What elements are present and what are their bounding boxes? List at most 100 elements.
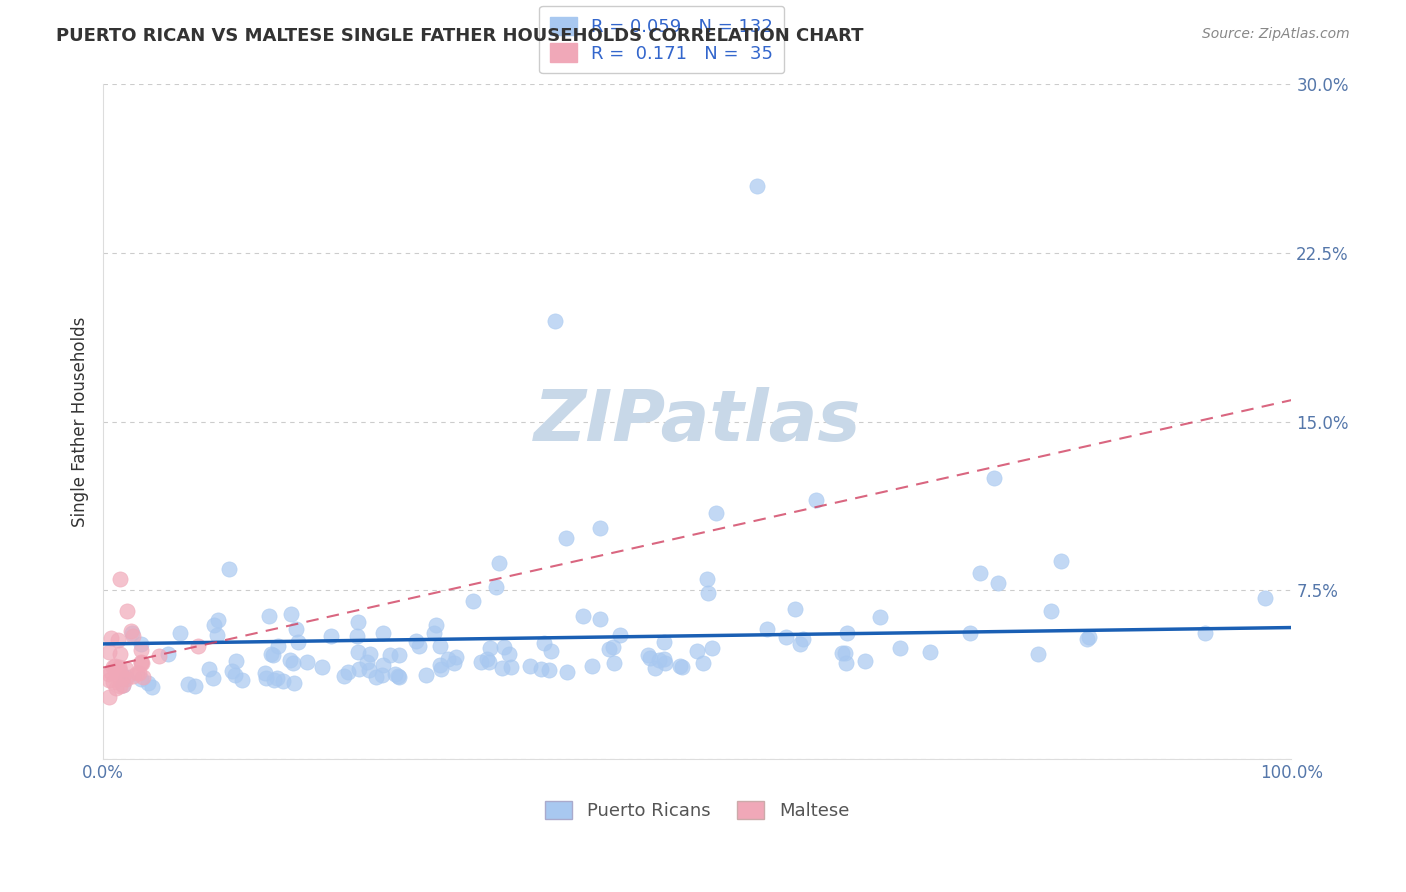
Point <box>644 660 666 674</box>
Point <box>654 657 676 671</box>
Point <box>122 669 145 683</box>
Point <box>388 669 411 683</box>
Point <box>285 622 308 636</box>
Point <box>373 658 395 673</box>
Point <box>346 644 368 658</box>
Point <box>283 675 305 690</box>
Point <box>148 649 170 664</box>
Point <box>589 520 612 534</box>
Point <box>983 471 1005 485</box>
Point <box>581 659 603 673</box>
Text: PUERTO RICAN VS MALTESE SINGLE FATHER HOUSEHOLDS CORRELATION CHART: PUERTO RICAN VS MALTESE SINGLE FATHER HO… <box>56 27 863 45</box>
Point <box>224 668 246 682</box>
Point <box>371 668 394 682</box>
Point <box>669 659 692 673</box>
Point <box>132 670 155 684</box>
Point <box>696 585 718 599</box>
Point <box>804 493 827 508</box>
Point <box>262 648 284 663</box>
Point <box>540 644 562 658</box>
Point <box>129 656 152 670</box>
Point <box>295 655 318 669</box>
Point <box>371 625 394 640</box>
Point <box>1076 632 1098 647</box>
Point <box>1050 554 1073 568</box>
Point <box>1078 631 1101 645</box>
Point <box>103 659 125 673</box>
Point <box>110 572 132 586</box>
Point <box>652 634 675 648</box>
Point <box>775 630 797 644</box>
Point <box>792 632 814 647</box>
Point <box>685 644 707 658</box>
Point <box>475 652 498 666</box>
Point <box>197 662 219 676</box>
Point <box>704 506 727 520</box>
Point <box>425 618 447 632</box>
Point <box>187 639 209 653</box>
Point <box>98 645 121 659</box>
Point <box>337 665 360 680</box>
Point <box>112 678 135 692</box>
Point <box>207 613 229 627</box>
Point <box>263 673 285 687</box>
Point <box>696 572 718 586</box>
Point <box>128 665 150 680</box>
Text: Source: ZipAtlas.com: Source: ZipAtlas.com <box>1202 27 1350 41</box>
Point <box>231 673 253 687</box>
Point <box>519 659 541 673</box>
Point <box>267 640 290 654</box>
Point <box>492 640 515 654</box>
Point <box>853 655 876 669</box>
Point <box>218 562 240 576</box>
Point <box>105 665 128 679</box>
Point <box>755 622 778 636</box>
Point <box>530 662 553 676</box>
Point <box>111 670 134 684</box>
Point <box>107 662 129 676</box>
Point <box>478 641 501 656</box>
Point <box>127 666 149 681</box>
Point <box>115 671 138 685</box>
Point <box>321 629 343 643</box>
Point <box>141 680 163 694</box>
Point <box>572 609 595 624</box>
Point <box>415 668 437 682</box>
Point <box>100 665 122 679</box>
Point <box>287 635 309 649</box>
Point <box>429 657 451 672</box>
Point <box>470 656 492 670</box>
Point <box>598 642 620 657</box>
Point <box>356 655 378 669</box>
Point <box>537 663 560 677</box>
Point <box>491 661 513 675</box>
Point <box>254 666 277 681</box>
Point <box>436 652 458 666</box>
Point <box>359 647 381 661</box>
Point <box>488 557 510 571</box>
Point <box>271 673 294 688</box>
Point <box>259 647 281 661</box>
Point <box>959 625 981 640</box>
Point <box>225 654 247 668</box>
Point <box>108 660 131 674</box>
Point <box>920 645 942 659</box>
Point <box>671 660 693 674</box>
Point <box>278 653 301 667</box>
Point <box>333 669 356 683</box>
Point <box>869 609 891 624</box>
Legend: Puerto Ricans, Maltese: Puerto Ricans, Maltese <box>534 790 860 831</box>
Point <box>380 648 402 662</box>
Point <box>745 178 768 193</box>
Point <box>638 650 661 665</box>
Point <box>129 637 152 651</box>
Point <box>408 639 430 653</box>
Point <box>484 580 506 594</box>
Point <box>498 647 520 661</box>
Point <box>114 672 136 686</box>
Point <box>555 665 578 679</box>
Point <box>603 656 626 670</box>
Point <box>121 629 143 643</box>
Point <box>388 648 411 663</box>
Point <box>478 656 501 670</box>
